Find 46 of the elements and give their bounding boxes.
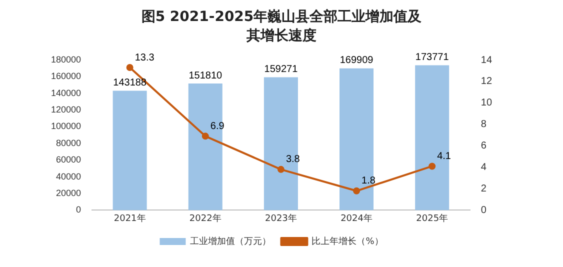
point (277, 166, 284, 173)
point (202, 132, 209, 140)
legend-label: 工业增加值（万元） (190, 236, 272, 247)
y-tick-label: 160000 (50, 71, 82, 82)
point (353, 187, 360, 194)
x-tick-label: 2025年 (416, 212, 448, 224)
y-tick-label: 0 (76, 204, 82, 215)
y-tick-label: 180000 (50, 54, 82, 64)
data-label: 159271 (264, 64, 298, 76)
x-tick-label: 2022年 (189, 212, 222, 224)
data-label: 6.9 (210, 120, 225, 132)
y-tick-label: 20000 (56, 188, 82, 198)
y-tick-label: 100000 (50, 121, 82, 132)
y-tick-label: 80000 (56, 138, 82, 148)
y2-tick-label: 14 (480, 54, 492, 66)
y2-tick-label: 2 (480, 183, 487, 194)
bar (340, 68, 374, 210)
y-tick-label: 140000 (50, 88, 82, 98)
y2-tick-label: 0 (480, 204, 487, 216)
data-label: 4.1 (437, 150, 452, 162)
x-tick-label: 2023年 (265, 212, 297, 224)
y2-tick-label: 12 (480, 76, 492, 88)
y-tick-label: 120000 (50, 104, 82, 115)
y-tick-label: 60000 (56, 154, 82, 165)
y2-tick-label: 8 (480, 119, 487, 130)
data-label: 13.3 (134, 52, 155, 64)
data-label: 143188 (113, 77, 147, 88)
data-label: 169909 (340, 55, 374, 66)
chart-title: 图5 2021-2025年巍山县全部工业增加值及其增长速度 (140, 8, 423, 46)
data-label: 1.8 (362, 176, 376, 187)
y2-tick-label: 4 (480, 162, 487, 174)
y2-tick-label: 6 (480, 140, 487, 152)
x-tick-label: 2021年 (114, 212, 146, 224)
y2-tick-label: 10 (480, 98, 492, 109)
data-label: 151810 (188, 70, 223, 82)
point (428, 162, 436, 170)
bar (112, 90, 147, 210)
x-tick-label: 2024年 (340, 212, 372, 224)
y-tick-label: 40000 (56, 171, 82, 182)
point (126, 64, 134, 72)
bar (415, 65, 450, 210)
data-label: 173771 (415, 52, 450, 63)
bar (188, 84, 222, 210)
bar (264, 77, 298, 210)
legend-label: 比上年增长（%） (312, 236, 384, 247)
data-label: 3.8 (286, 154, 300, 166)
